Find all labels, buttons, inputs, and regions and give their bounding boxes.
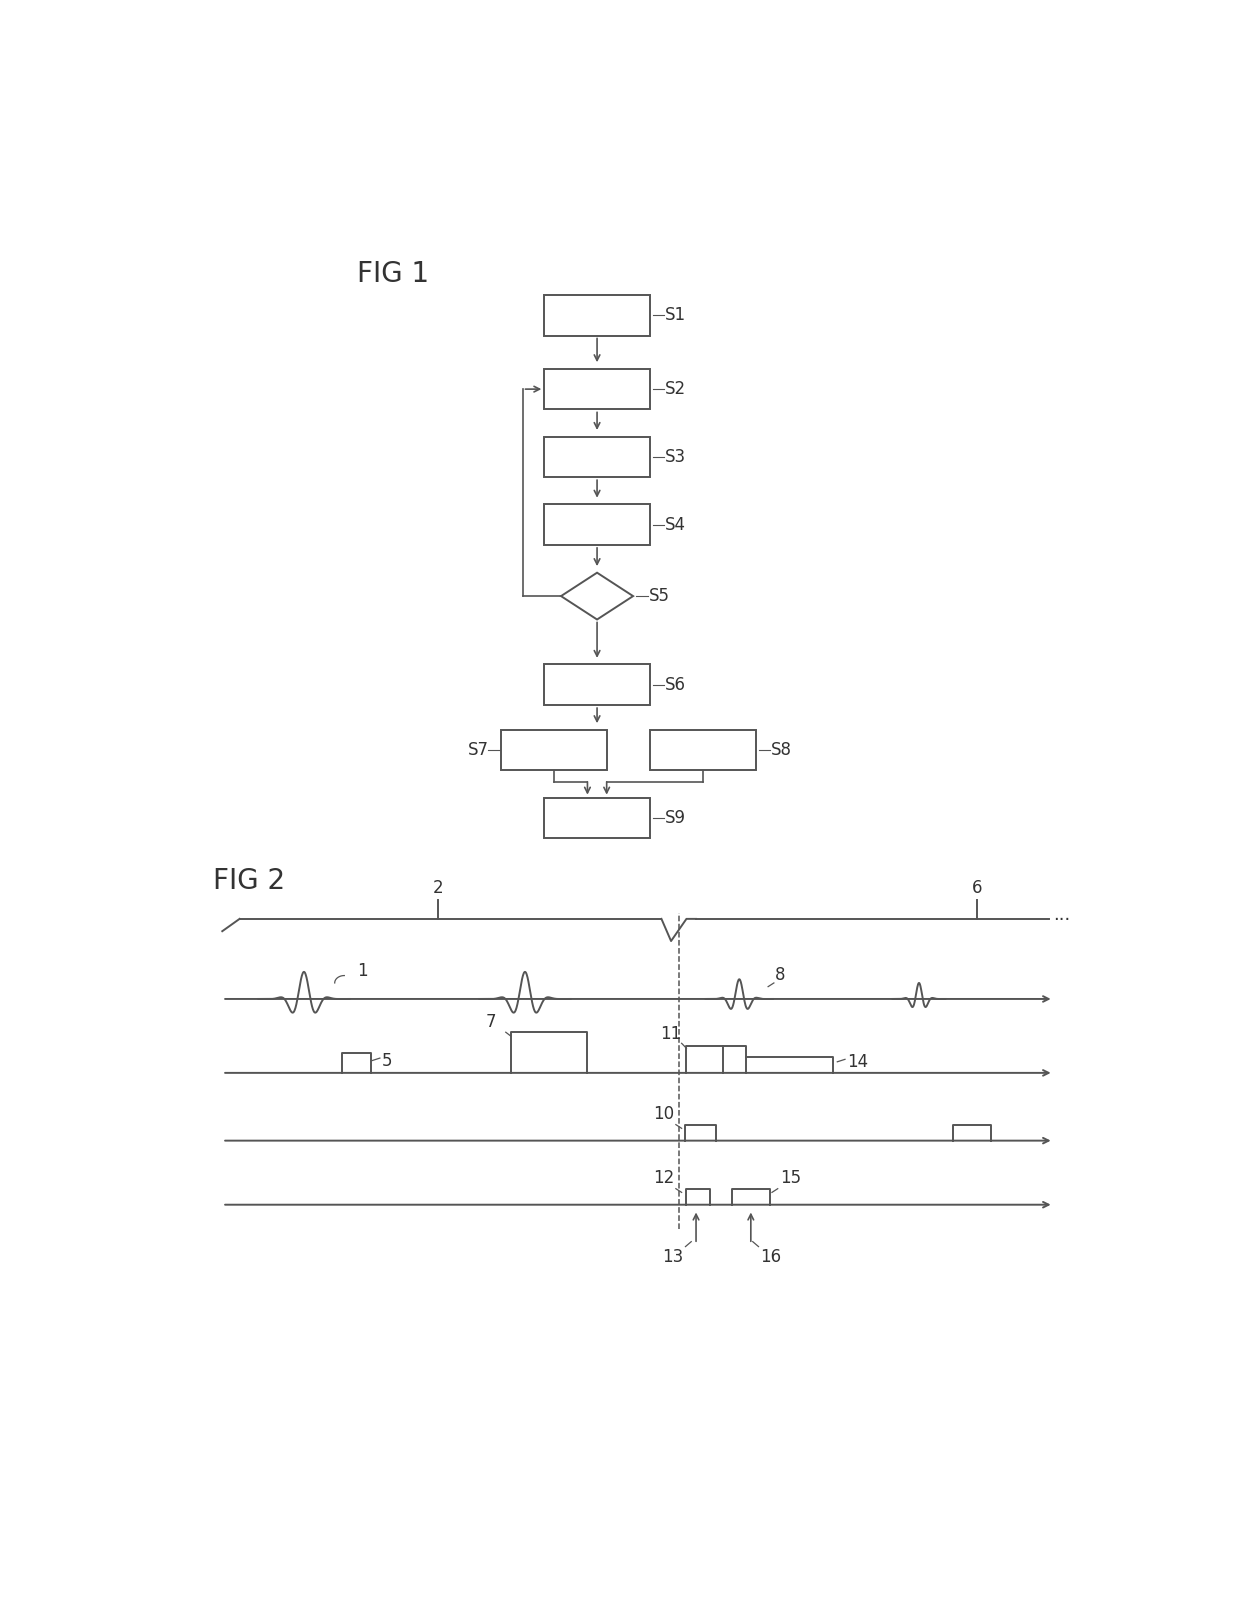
Bar [650,730,755,771]
Text: S6: S6 [666,675,686,694]
Text: S8: S8 [771,741,792,758]
Text: 5: 5 [382,1051,392,1069]
Bar [544,797,650,838]
Text: S5: S5 [649,587,670,605]
Bar [501,730,606,771]
Text: 16: 16 [760,1248,781,1266]
Text: S2: S2 [666,381,687,398]
Bar [544,368,650,410]
Text: 8: 8 [775,966,785,984]
Text: 13: 13 [662,1248,683,1266]
Text: S9: S9 [666,810,686,827]
Text: 2: 2 [433,878,444,896]
Text: ...: ... [1054,906,1071,925]
Text: S4: S4 [666,515,686,534]
Bar [544,437,650,477]
Text: S3: S3 [666,448,687,466]
Text: 10: 10 [652,1106,675,1123]
Text: 11: 11 [661,1026,682,1043]
Bar [544,664,650,706]
Text: 12: 12 [652,1170,675,1187]
Bar [544,504,650,546]
Text: 1: 1 [357,963,367,981]
Text: 6: 6 [971,878,982,896]
Text: FIG 2: FIG 2 [213,867,285,894]
Text: S7: S7 [467,741,489,758]
Polygon shape [560,573,634,619]
Text: 14: 14 [847,1053,868,1070]
Bar [544,294,650,336]
Text: FIG 1: FIG 1 [357,259,429,288]
Text: S1: S1 [666,306,687,325]
Text: 7: 7 [486,1013,496,1030]
Text: 15: 15 [780,1170,801,1187]
